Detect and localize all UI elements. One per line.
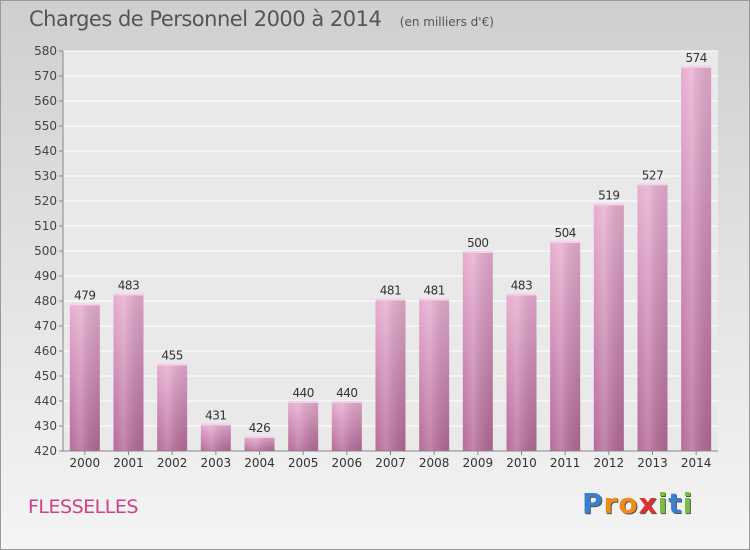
data-label: 431 xyxy=(205,409,226,423)
commune-name: FLESSELLES xyxy=(28,496,138,518)
y-tick-label: 560 xyxy=(34,94,57,108)
x-tick-label: 2005 xyxy=(288,456,319,470)
y-tick-label: 480 xyxy=(34,294,57,308)
y-tick-label: 430 xyxy=(34,419,57,433)
y-tick-label: 520 xyxy=(34,194,57,208)
bar-shade xyxy=(288,401,319,451)
y-tick-label: 460 xyxy=(34,344,57,358)
bar-shade xyxy=(331,401,362,451)
bar-shade xyxy=(506,293,537,451)
bar-top-highlight xyxy=(637,183,668,186)
y-tick-label: 500 xyxy=(34,244,57,258)
y-tick-label: 530 xyxy=(34,169,57,183)
bar-shade xyxy=(419,298,450,451)
y-tick-label: 570 xyxy=(34,69,57,83)
data-label: 504 xyxy=(554,226,575,240)
bar-top-highlight xyxy=(419,298,450,301)
data-label: 481 xyxy=(423,284,444,298)
x-tick-label: 2003 xyxy=(201,456,232,470)
x-tick-label: 2009 xyxy=(463,456,494,470)
bar-top-highlight xyxy=(157,363,188,366)
logo-letter: t xyxy=(668,487,683,520)
data-labels: 479 483 455 431 426 440 440 481 481 500 483 504 519 5… xyxy=(74,51,707,435)
y-tick-label: 450 xyxy=(34,369,57,383)
bar-top-highlight xyxy=(550,241,581,243)
bar-top-highlight xyxy=(113,293,144,296)
bar-shade xyxy=(550,241,581,451)
y-tick-label: 420 xyxy=(34,444,57,458)
bar-shade xyxy=(593,203,624,451)
bar-top-highlight xyxy=(681,66,712,68)
bar-top-highlight xyxy=(69,303,100,306)
logo-letter: x xyxy=(638,487,658,520)
bar-shade xyxy=(244,436,275,451)
bar-top-highlight xyxy=(288,401,319,403)
logo-letter: r xyxy=(603,487,619,520)
data-label: 479 xyxy=(74,289,95,303)
data-label: 519 xyxy=(598,189,619,203)
bar-shade xyxy=(637,183,668,451)
x-tick-label: 2012 xyxy=(594,456,625,470)
data-label: 481 xyxy=(380,284,401,298)
logo-letter: o xyxy=(618,487,639,520)
x-tick-label: 2013 xyxy=(637,456,668,470)
bar-shade xyxy=(69,303,100,451)
x-tick-label: 2008 xyxy=(419,456,450,470)
data-label: 483 xyxy=(511,279,532,293)
logo-letter: i xyxy=(657,487,669,520)
data-label: 527 xyxy=(642,169,663,183)
bar-top-highlight xyxy=(375,298,406,301)
x-tick-label: 2011 xyxy=(550,456,581,470)
bar-top-highlight xyxy=(200,423,231,426)
x-tick-label: 2006 xyxy=(332,456,363,470)
bar-shade xyxy=(113,293,144,451)
x-tick-label: 2000 xyxy=(70,456,101,470)
bars xyxy=(69,66,712,451)
bar-top-highlight xyxy=(506,293,537,296)
y-axis: 420 430 440 450 460 470 480 490 500 510 520 530 540 5… xyxy=(34,44,64,458)
bar-shade xyxy=(157,363,188,451)
bar-top-highlight xyxy=(593,203,624,206)
data-label: 455 xyxy=(161,349,182,363)
x-tick-label: 2010 xyxy=(506,456,537,470)
x-tick-label: 2001 xyxy=(113,456,144,470)
data-label: 440 xyxy=(292,386,313,400)
x-tick-label: 2004 xyxy=(244,456,275,470)
bar-top-highlight xyxy=(244,436,275,438)
proxiti-logo: Proxiti xyxy=(582,487,693,520)
y-tick-label: 440 xyxy=(34,394,57,408)
chart-unit: (en milliers d'€) xyxy=(399,15,494,29)
y-tick-label: 580 xyxy=(34,44,57,58)
bar-shade xyxy=(375,298,406,451)
data-label: 483 xyxy=(118,279,139,293)
data-label: 426 xyxy=(249,421,270,435)
bar-top-highlight xyxy=(331,401,362,403)
bar-top-highlight xyxy=(462,251,493,253)
title-line: Charges de Personnel 2000 à 2014 (en mil… xyxy=(29,7,494,31)
y-tick-label: 540 xyxy=(34,144,57,158)
y-tick-label: 470 xyxy=(34,319,57,333)
x-axis: 2000 2001 2002 2003 2004 2005 2006 2007 2008 2009… xyxy=(63,450,718,470)
data-label: 440 xyxy=(336,386,357,400)
logo-letter: i xyxy=(682,487,694,520)
bar-shade xyxy=(681,66,712,451)
x-tick-label: 2002 xyxy=(157,456,188,470)
y-tick-label: 490 xyxy=(34,269,57,283)
bar-shade xyxy=(200,423,231,451)
data-label: 500 xyxy=(467,236,488,250)
y-tick-label: 510 xyxy=(34,219,57,233)
bar-shade xyxy=(462,251,493,451)
chart-title: Charges de Personnel 2000 à 2014 xyxy=(29,7,382,31)
x-tick-label: 2014 xyxy=(681,456,712,470)
data-label: 574 xyxy=(685,51,706,65)
y-tick-label: 550 xyxy=(34,119,57,133)
logo-letter: P xyxy=(582,487,604,520)
x-tick-label: 2007 xyxy=(375,456,406,470)
